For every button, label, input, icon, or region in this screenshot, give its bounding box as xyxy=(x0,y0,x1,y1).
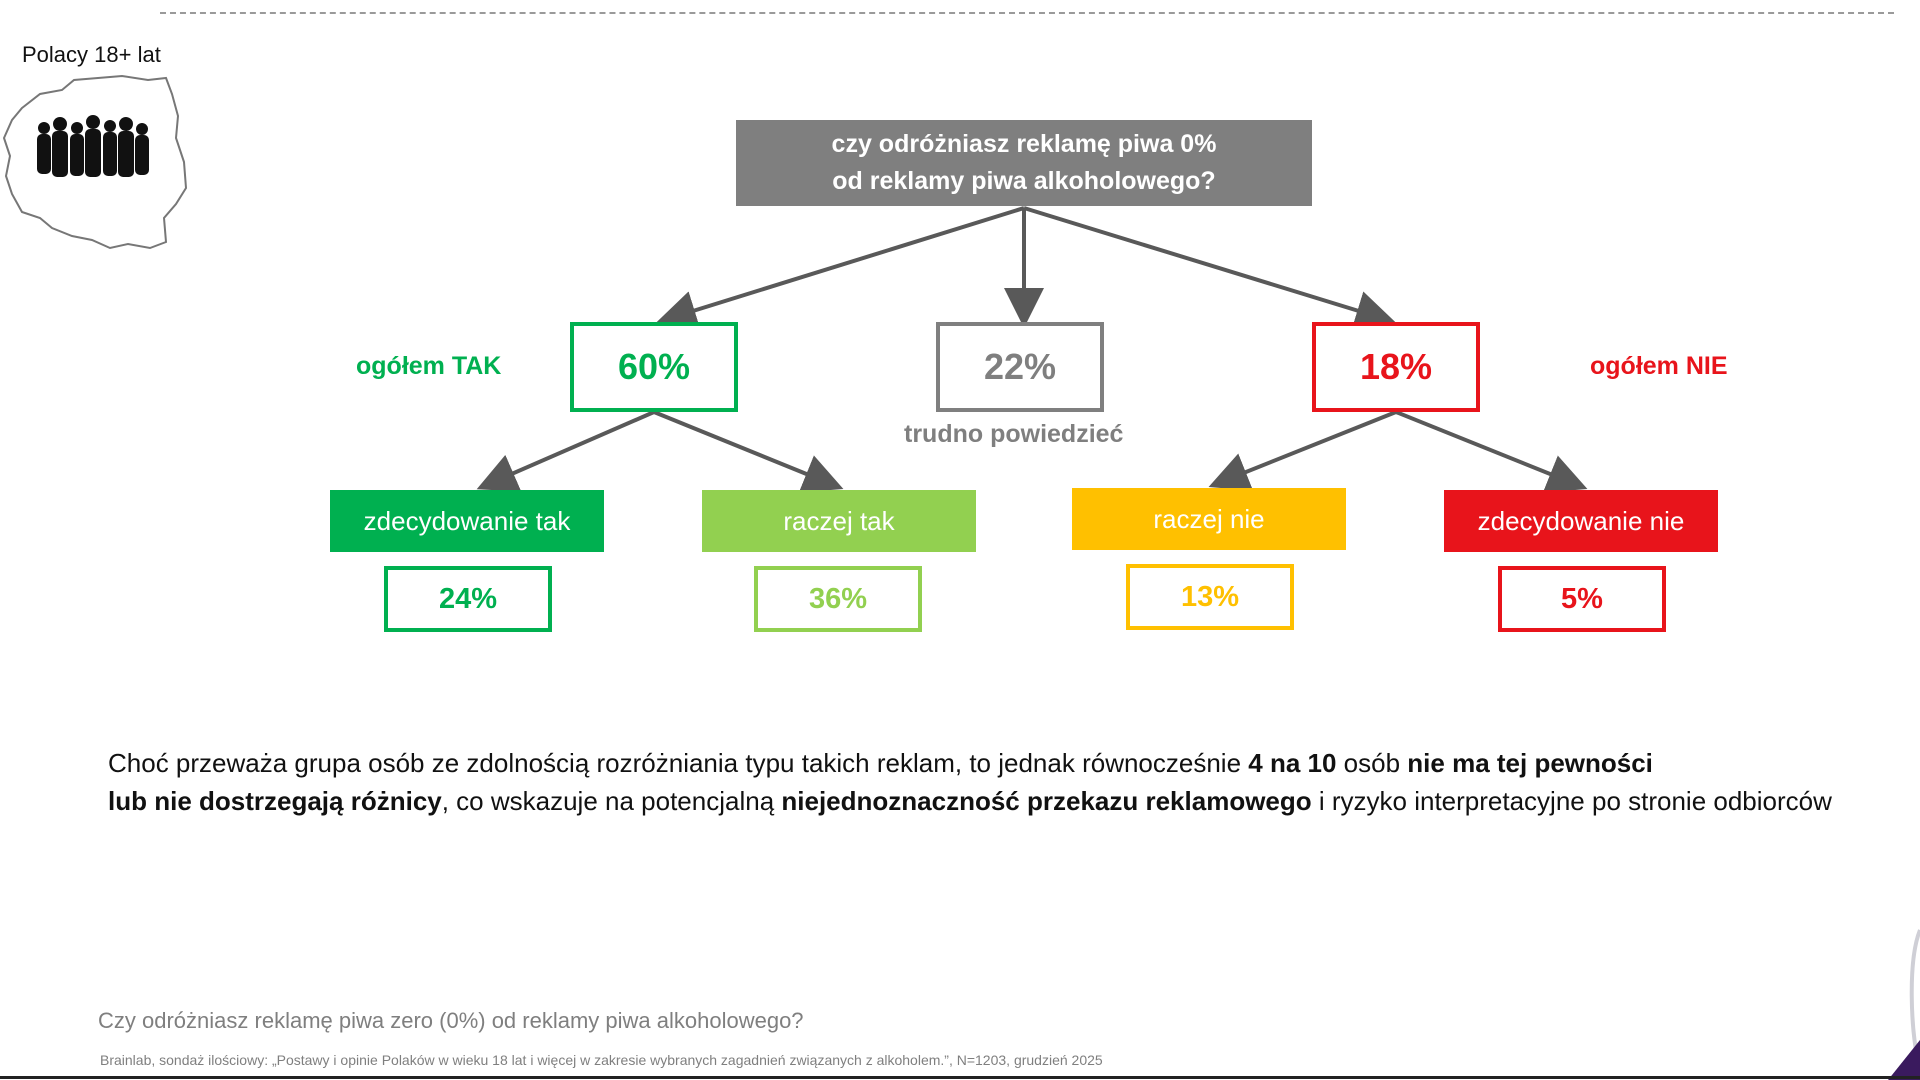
category-zdecydowanie-tak: zdecydowanie tak xyxy=(330,490,604,552)
summary-bold-part: niejednoznaczność przekazu reklamowego xyxy=(781,786,1312,816)
no-total-label: ogółem NIE xyxy=(1590,352,1728,380)
question-box: czy odróżniasz reklamę piwa 0% od reklam… xyxy=(736,120,1312,206)
arrow-to-yes xyxy=(656,206,1025,330)
no-total-value: 18% xyxy=(1312,322,1480,412)
question-line-2: od reklamy piwa alkoholowego? xyxy=(832,167,1216,195)
summary-bold-part: 4 na 10 xyxy=(1248,748,1337,778)
corner-decoration xyxy=(1888,929,1920,1080)
summary-text-part: osób xyxy=(1336,748,1408,778)
value-zdecydowanie-tak: 24% xyxy=(384,566,552,632)
source-note: Brainlab, sondaż ilościowy: „Postawy i o… xyxy=(100,1052,1103,1068)
value-zdecydowanie-nie: 5% xyxy=(1498,566,1666,632)
unsure-value: 22% xyxy=(936,322,1104,412)
audience-label: Polacy 18+ lat xyxy=(22,42,161,67)
top-dashed-rule xyxy=(160,12,1894,14)
question-line-1: czy odróżniasz reklamę piwa 0% xyxy=(831,130,1217,158)
category-zdecydowanie-nie: zdecydowanie nie xyxy=(1444,490,1718,552)
yes-total-label: ogółem TAK xyxy=(356,352,502,380)
arrow-to-zdecydowanie-tak xyxy=(476,410,655,492)
arrow-to-raczej-nie xyxy=(1208,410,1397,491)
value-raczej-nie: 13% xyxy=(1126,564,1294,630)
arrow-to-no xyxy=(1023,206,1396,330)
summary-text-part: Choć przeważa grupa osób ze zdolnością r… xyxy=(108,748,1249,778)
footer-question: Czy odróżniasz reklamę piwa zero (0%) od… xyxy=(98,1008,804,1033)
summary-text: Choć przeważa grupa osób ze zdolnością r… xyxy=(108,744,1920,820)
unsure-label: trudno powiedzieć xyxy=(904,420,1124,448)
summary-text-part: i ryzyko interpretacyjne po stronie odbi… xyxy=(1311,786,1832,816)
summary-bold-part: lub nie dostrzegają różnicy xyxy=(108,786,442,816)
poland-map-people-icon xyxy=(0,72,200,262)
category-raczej-nie: raczej nie xyxy=(1072,488,1346,550)
arrow-to-raczej-tak xyxy=(653,410,844,493)
value-raczej-tak: 36% xyxy=(754,566,922,632)
bottom-rule xyxy=(0,1076,1920,1079)
summary-text-part: , co wskazuje na potencjalną xyxy=(441,786,782,816)
yes-total-value: 60% xyxy=(570,322,738,412)
summary-line-1: Choć przeważa grupa osób ze zdolnością r… xyxy=(108,744,1920,782)
summary-bold-part: nie ma tej pewności xyxy=(1407,748,1653,778)
arrow-to-zdecydowanie-nie xyxy=(1395,410,1588,493)
summary-line-2: lub nie dostrzegają różnicy, co wskazuje… xyxy=(108,782,1920,820)
category-raczej-tak: raczej tak xyxy=(702,490,976,552)
